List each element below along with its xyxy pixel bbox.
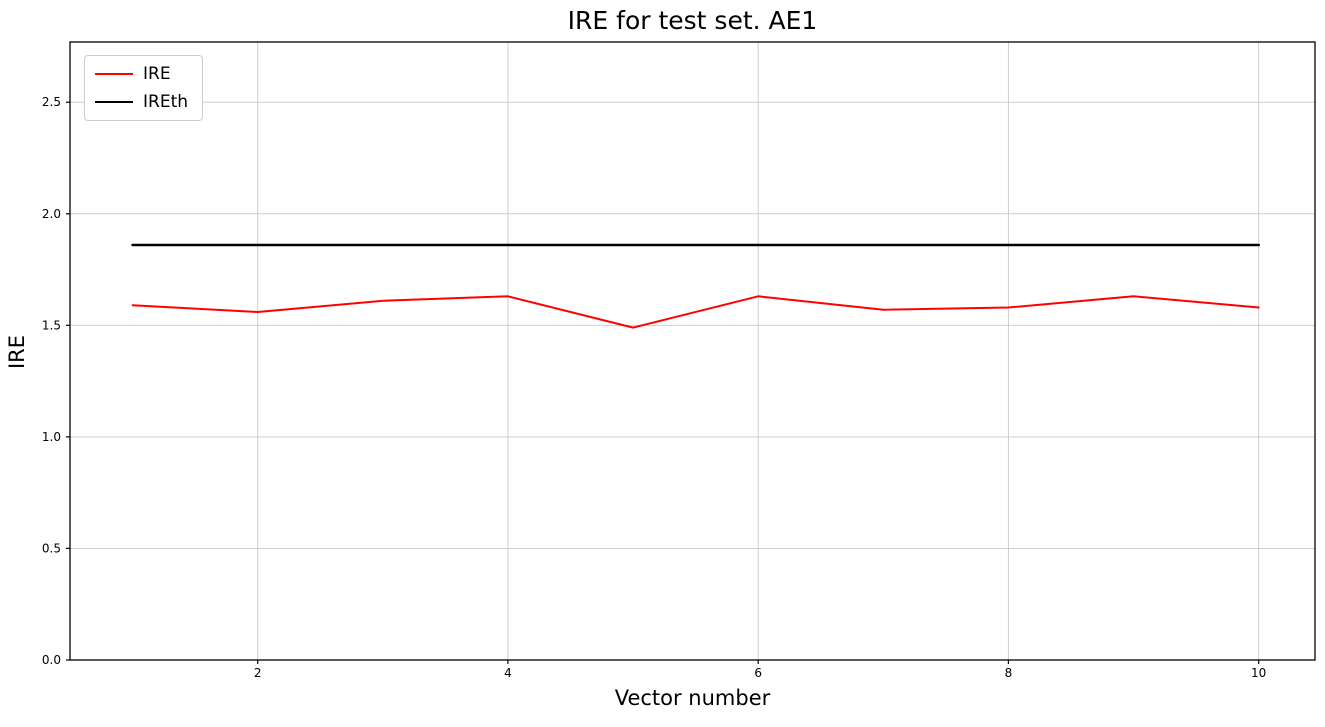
x-tick-label: 4 [504,666,512,680]
x-tick-label: 6 [754,666,762,680]
legend-label-ire: IRE [143,64,171,84]
plot-frame [69,41,1316,661]
y-tick-label: 1.5 [42,318,61,332]
legend-label-ireth: IREth [143,92,189,112]
y-tick-label: 0.5 [42,541,61,555]
chart-title: IRE for test set. AE1 [567,6,818,35]
y-tick-label: 0.0 [42,653,61,667]
legend-entry-ireth: IREth [95,92,188,112]
legend-entry-ire: IRE [95,64,188,84]
legend-line-sample-ireth [95,101,133,103]
y-tick-label: 2.5 [42,95,61,109]
y-axis-label: IRE [5,334,29,370]
x-tick-label: 2 [254,666,262,680]
y-tick-label: 2.0 [42,207,61,221]
series-line-ire [131,295,1260,329]
x-axis-label: Vector number [614,686,771,710]
legend: IRE IREth [84,55,204,121]
x-tick-label: 10 [1251,666,1266,680]
x-tick-label: 8 [1005,666,1013,680]
y-tick-label: 1.0 [42,430,61,444]
legend-line-sample-ire [95,73,133,75]
